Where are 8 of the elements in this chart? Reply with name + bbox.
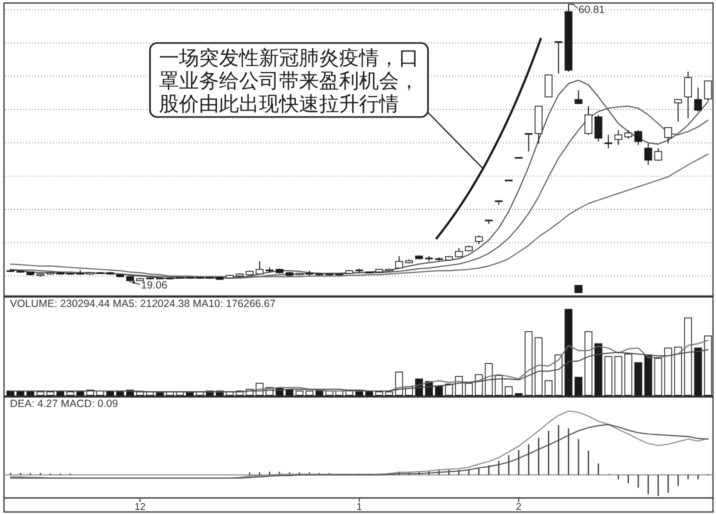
annotation: 60.81 xyxy=(578,4,605,16)
x-tick-label: 1 xyxy=(356,502,362,513)
x-tick-label: 12 xyxy=(134,502,146,513)
chart-title: DEA: 4.27 MACD: 0.09 xyxy=(10,398,118,410)
x-tick-label: 2 xyxy=(516,502,522,513)
annotation: 19.06 xyxy=(141,279,168,292)
chart-title: VOLUME: 230294.44 MA5: 212024.38 MA10: 176266.67 xyxy=(10,298,276,310)
annotation: 一场突发性新冠肺炎疫情，口罩业务给公司带来盈利机会，股价由此出现快速拉升行情 xyxy=(159,48,419,116)
